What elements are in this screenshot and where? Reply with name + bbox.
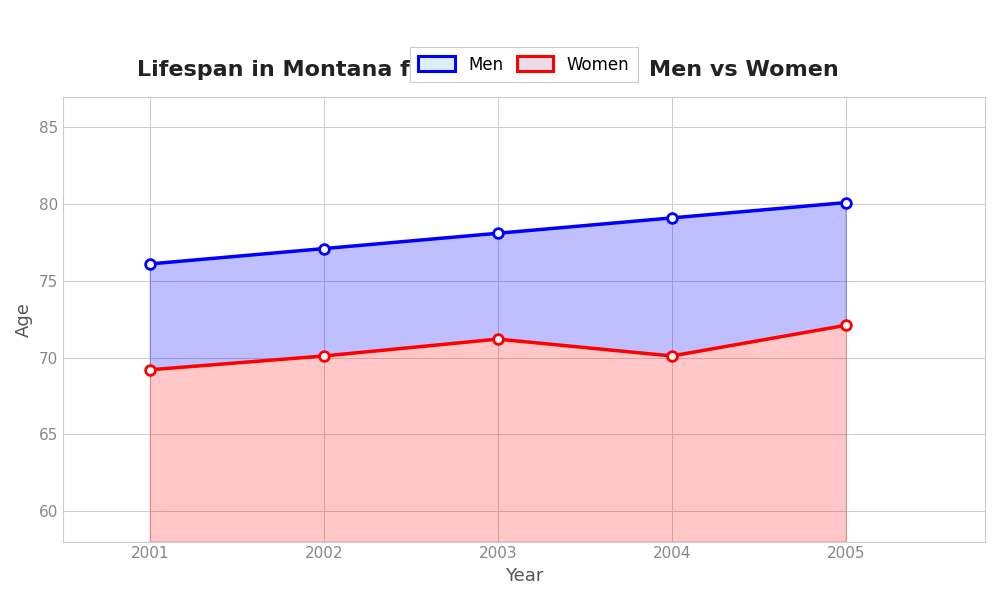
Text: Lifespan in Montana from 1962 to 2020: Men vs Women: Lifespan in Montana from 1962 to 2020: M…: [137, 60, 838, 80]
Y-axis label: Age: Age: [15, 302, 33, 337]
X-axis label: Year: Year: [505, 567, 543, 585]
Legend: Men, Women: Men, Women: [410, 47, 638, 82]
